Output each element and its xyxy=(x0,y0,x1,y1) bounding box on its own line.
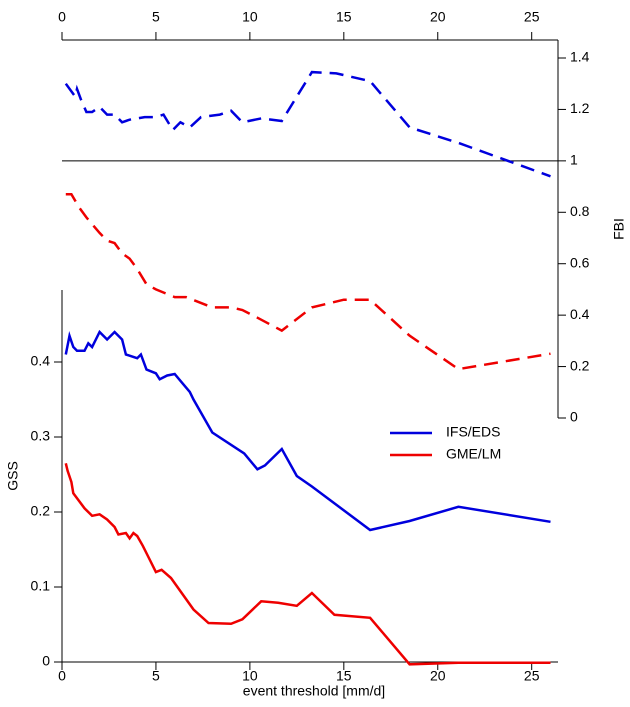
y-tick-label: 0 xyxy=(42,653,50,669)
x-top-tick-label: 15 xyxy=(336,9,352,25)
x-tick-label: 15 xyxy=(336,668,352,684)
y-tick-label: 0.4 xyxy=(31,353,51,369)
x-top-tick-label: 20 xyxy=(430,9,446,25)
y2-tick-label: 0.4 xyxy=(570,306,590,322)
x-top-tick-label: 0 xyxy=(58,9,66,25)
y2-tick-label: 0.8 xyxy=(570,203,590,219)
y-axis-label: GSS xyxy=(5,461,21,491)
x-axis-label: event threshold [mm/d] xyxy=(243,683,385,699)
y2-axis-label: FBI xyxy=(611,218,627,240)
y2-tick-label: 0 xyxy=(570,409,578,425)
x-tick-label: 5 xyxy=(152,668,160,684)
x-top-tick-label: 25 xyxy=(524,9,540,25)
fbi-line xyxy=(65,193,551,371)
y2-tick-label: 1 xyxy=(570,152,578,168)
x-tick-label: 25 xyxy=(524,668,540,684)
legend-label: IFS/EDS xyxy=(446,424,500,440)
y2-tick-label: 1.2 xyxy=(570,100,590,116)
y2-tick-label: 1.4 xyxy=(570,49,590,65)
x-tick-label: 10 xyxy=(242,668,258,684)
fbi-line xyxy=(64,70,551,178)
x-top-tick-label: 10 xyxy=(242,9,258,25)
gss-line xyxy=(64,329,551,532)
legend-label: GME/LM xyxy=(446,446,501,462)
y2-tick-label: 0.2 xyxy=(570,357,590,373)
x-tick-label: 0 xyxy=(58,668,66,684)
gss-line xyxy=(64,463,551,666)
y-tick-label: 0.3 xyxy=(31,428,51,444)
x-tick-label: 20 xyxy=(430,668,446,684)
y-tick-label: 0.2 xyxy=(31,503,51,519)
y2-tick-label: 0.6 xyxy=(570,254,590,270)
x-top-tick-label: 5 xyxy=(152,9,160,25)
y-tick-label: 0.1 xyxy=(31,578,51,594)
